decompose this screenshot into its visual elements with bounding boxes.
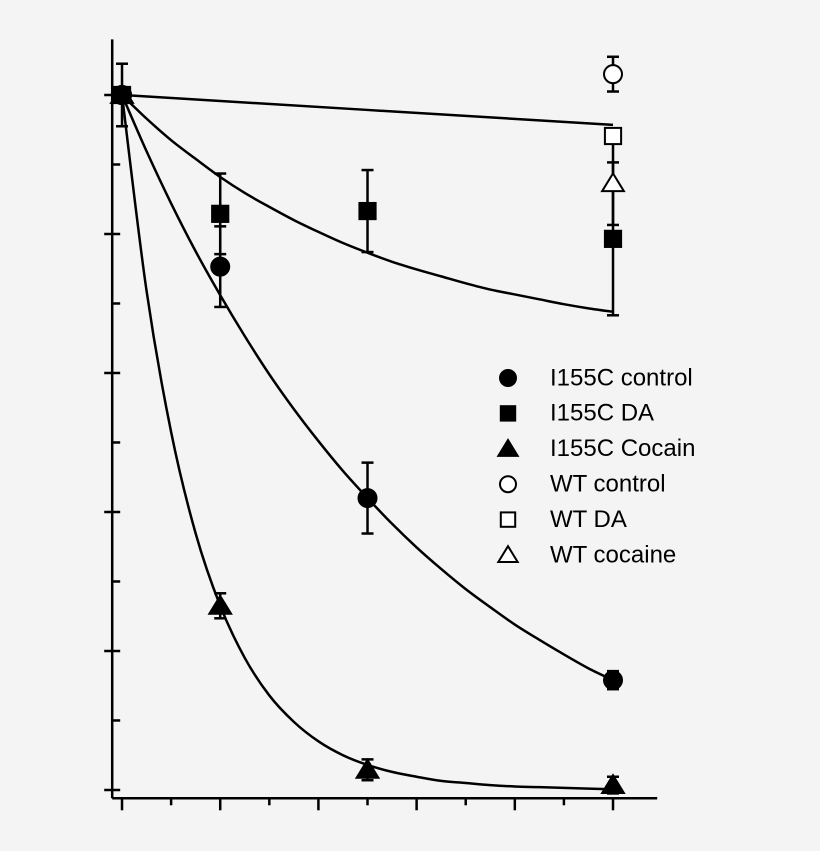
marker: [603, 229, 623, 248]
marker: [496, 438, 520, 457]
marker: [210, 256, 231, 277]
marker: [603, 670, 624, 691]
marker: [112, 84, 133, 105]
marker: [603, 64, 624, 85]
marker: [499, 511, 517, 528]
marker: [211, 204, 230, 223]
marker: [603, 126, 623, 146]
legend-label: WT cocaine: [550, 541, 676, 568]
marker: [207, 593, 233, 615]
legend-label: WT DA: [550, 506, 627, 533]
marker: [499, 475, 517, 494]
legend-label: I155C Cocain: [550, 435, 695, 462]
fit-line: [121, 93, 614, 127]
marker: [600, 171, 626, 193]
marker: [358, 201, 377, 221]
marker: [357, 488, 378, 509]
marker: [354, 757, 381, 779]
marker: [600, 773, 626, 795]
marker: [499, 405, 517, 422]
fit-line: [120, 94, 614, 791]
marker: [499, 369, 517, 387]
legend-label: I155C control: [550, 364, 693, 391]
marker: [496, 544, 520, 564]
legend-label: I155C DA: [550, 400, 654, 427]
legend-label: WT control: [550, 471, 666, 498]
